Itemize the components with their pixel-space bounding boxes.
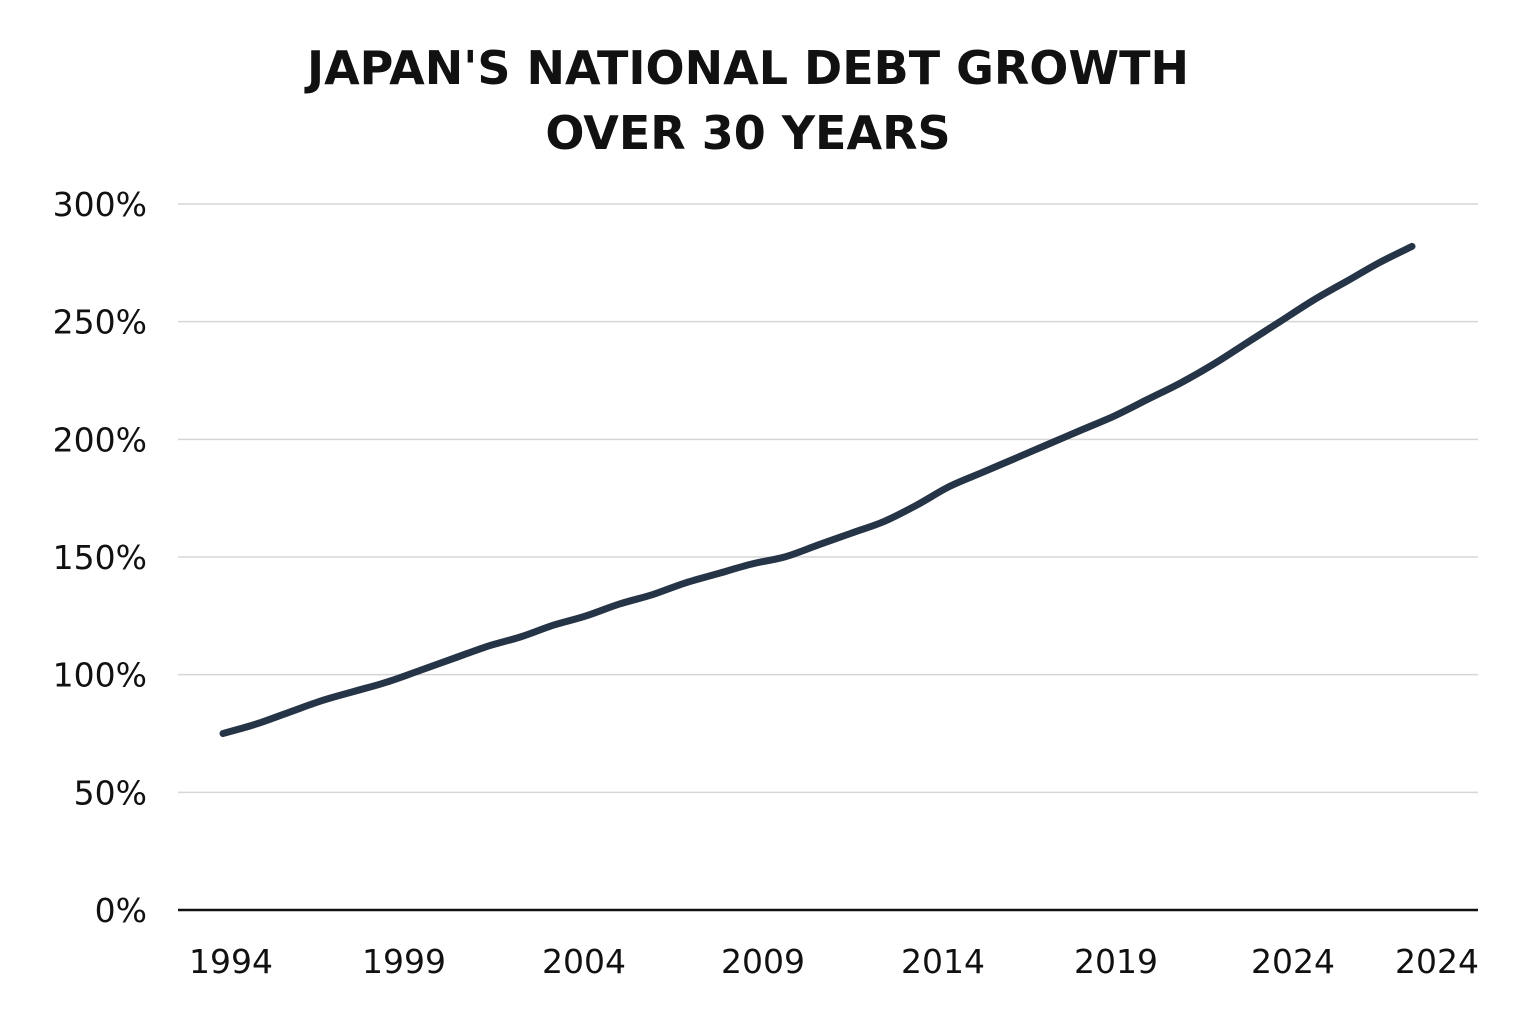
chart-title-line-2: OVER 30 YEARS <box>545 106 950 160</box>
y-tick-label: 150% <box>53 538 147 577</box>
x-tick-label: 2009 <box>721 942 805 981</box>
x-tick-label: 1994 <box>189 942 273 981</box>
y-tick-label: 200% <box>53 420 147 459</box>
x-tick-label: 2024 <box>1395 942 1479 981</box>
series-layer <box>219 242 1416 737</box>
x-tick-label: 2024 <box>1251 942 1335 981</box>
gridlines <box>178 203 1478 794</box>
series-line <box>219 242 1416 737</box>
y-tick-label: 50% <box>74 773 147 812</box>
y-axis-tick-labels: 0% 50% 100% 150% 200% 250% 300% <box>53 185 147 930</box>
x-axis-tick-labels: 1994 1999 2004 2009 2014 2019 2024 2024 <box>189 942 1479 981</box>
chart-title-line-1: JAPAN'S NATIONAL DEBT GROWTH <box>304 41 1189 95</box>
y-tick-label: 300% <box>53 185 147 224</box>
y-tick-label: 0% <box>95 891 147 930</box>
y-tick-label: 250% <box>53 303 147 342</box>
y-tick-label: 100% <box>53 656 147 695</box>
x-tick-label: 2004 <box>542 942 626 981</box>
x-tick-label: 1999 <box>362 942 446 981</box>
chart-title: JAPAN'S NATIONAL DEBT GROWTH OVER 30 YEA… <box>304 41 1189 160</box>
x-tick-label: 2019 <box>1074 942 1158 981</box>
x-tick-label: 2014 <box>901 942 985 981</box>
